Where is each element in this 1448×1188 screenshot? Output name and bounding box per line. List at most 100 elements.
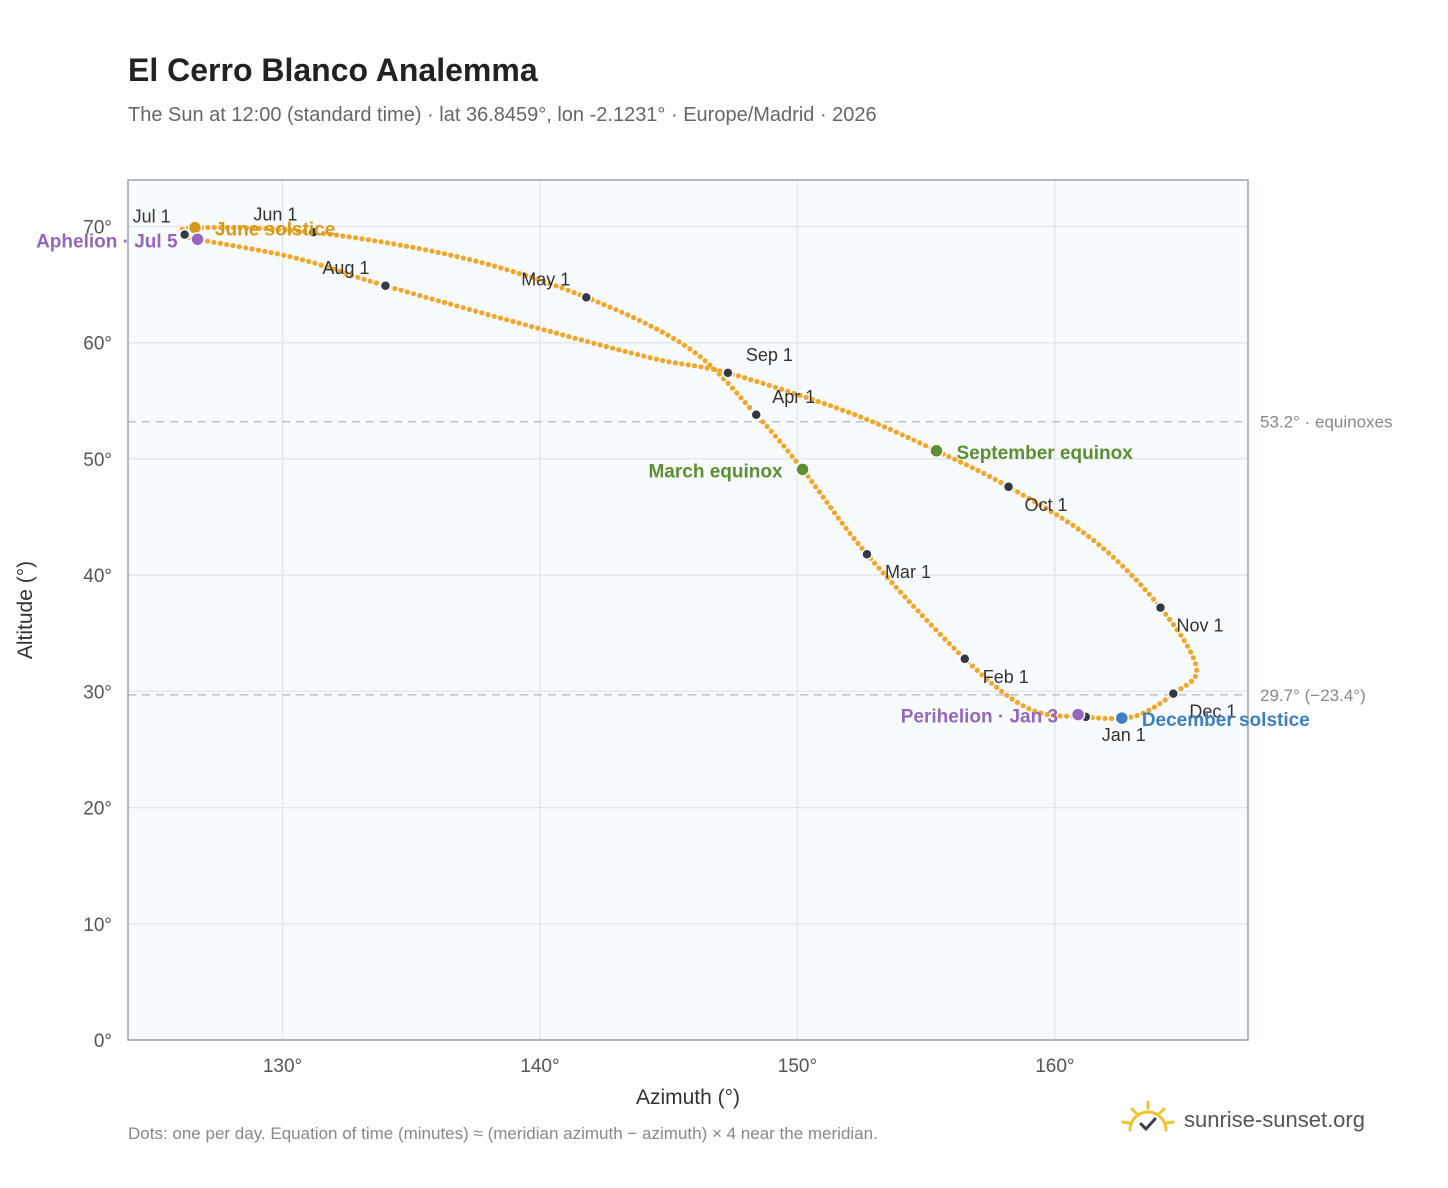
x-tick-label: 160° — [1035, 1056, 1074, 1077]
daily-dot — [1181, 638, 1187, 644]
daily-dot — [566, 334, 572, 340]
daily-dot — [321, 230, 327, 237]
axis-ticks: 130° 140° 150° 160° 0° 10° 20° 30° 40° 50° 60° 70° — [83, 217, 1074, 1077]
daily-dot — [917, 440, 923, 446]
daily-dot — [915, 608, 921, 614]
daily-dot — [299, 257, 306, 263]
daily-dot — [1140, 710, 1146, 716]
daily-dot — [1020, 703, 1026, 709]
daily-dot — [1192, 673, 1198, 679]
daily-dot — [1178, 686, 1184, 692]
daily-dot — [809, 478, 815, 485]
daily-dot — [1183, 682, 1189, 688]
daily-dot — [522, 272, 529, 278]
x-tick-label: 130° — [263, 1056, 302, 1077]
x-tick-label: 140° — [520, 1056, 559, 1077]
daily-dot — [504, 267, 510, 273]
daily-dot — [473, 258, 479, 264]
daily-dot — [1096, 715, 1102, 721]
event-marker — [1070, 707, 1086, 722]
daily-dot — [1059, 515, 1065, 521]
daily-dot — [1004, 692, 1010, 698]
daily-dot — [1026, 495, 1032, 501]
daily-dot — [1124, 568, 1130, 574]
daily-dot — [522, 322, 529, 328]
daily-dot — [1157, 701, 1163, 707]
daily-dot — [734, 390, 740, 396]
daily-dot — [843, 525, 849, 531]
daily-dot — [1142, 586, 1148, 593]
daily-dot — [423, 294, 429, 300]
daily-dot — [725, 380, 731, 386]
event-label: Aphelion · Jul 5 — [36, 231, 178, 252]
daily-dot — [946, 641, 952, 647]
daily-dot — [820, 494, 826, 500]
daily-dot — [846, 409, 852, 415]
daily-dot — [1096, 542, 1102, 548]
daily-dot — [1194, 667, 1200, 673]
daily-dot — [816, 489, 823, 495]
reference-line-label: 53.2° · equinoxes — [1260, 413, 1393, 432]
daily-dot — [1091, 537, 1097, 544]
daily-dot — [625, 312, 631, 318]
daily-dot — [281, 252, 287, 258]
event-label: December solstice — [1142, 710, 1310, 731]
daily-dot — [679, 361, 685, 367]
event-marker — [187, 220, 203, 235]
month-marker — [750, 409, 762, 421]
daily-dot — [1044, 711, 1050, 718]
daily-dot — [287, 254, 293, 260]
daily-dot — [641, 353, 647, 359]
daily-dot — [691, 363, 698, 369]
month-marker — [722, 367, 734, 379]
daily-dot — [268, 250, 274, 256]
daily-dot — [998, 479, 1004, 486]
daily-dot — [928, 622, 934, 628]
daily-dot — [768, 428, 774, 434]
daily-dot — [981, 470, 987, 476]
month-label: Dec 1 — [1189, 702, 1236, 722]
daily-dot — [1138, 582, 1144, 588]
daily-dot — [672, 360, 679, 366]
daily-dot — [547, 328, 553, 335]
daily-dot — [529, 274, 535, 280]
daily-dot — [429, 248, 435, 254]
sun-icon — [1121, 1100, 1175, 1132]
daily-dot — [460, 255, 466, 261]
daily-dot — [1048, 508, 1054, 515]
daily-dot — [365, 237, 371, 243]
daily-dot — [448, 301, 454, 307]
daily-dot — [610, 345, 616, 351]
daily-dot — [797, 392, 803, 398]
daily-dot — [1063, 713, 1070, 719]
daily-dot — [704, 365, 710, 371]
daily-dot — [404, 289, 410, 295]
daily-dot — [852, 412, 858, 418]
daily-dot — [974, 667, 980, 674]
daily-dot — [1038, 710, 1044, 716]
daily-dot — [485, 261, 491, 267]
event-marker — [1114, 710, 1130, 726]
daily-dot — [789, 453, 795, 459]
brand[interactable]: sunrise-sunset.org — [1120, 1100, 1365, 1140]
daily-dot — [979, 672, 985, 678]
daily-dot — [955, 650, 962, 656]
reference-lines: 53.2° · equinoxes 29.7° (−23.4°) — [128, 413, 1393, 705]
daily-dot — [1051, 712, 1057, 719]
daily-dot — [659, 329, 666, 335]
month-label: Mar 1 — [885, 562, 931, 582]
daily-dot — [897, 589, 904, 595]
daily-dot — [454, 303, 460, 309]
daily-dot — [441, 251, 448, 257]
daily-dot — [565, 287, 571, 293]
daily-dot — [355, 274, 361, 280]
daily-dot — [952, 456, 958, 462]
daily-dot — [864, 416, 870, 422]
daily-dot — [1009, 696, 1015, 702]
daily-dot — [572, 335, 578, 341]
daily-dot — [1014, 699, 1021, 706]
daily-dot — [738, 395, 744, 401]
daily-dot — [553, 330, 560, 336]
daily-dot — [653, 356, 660, 362]
daily-dot — [230, 243, 236, 249]
